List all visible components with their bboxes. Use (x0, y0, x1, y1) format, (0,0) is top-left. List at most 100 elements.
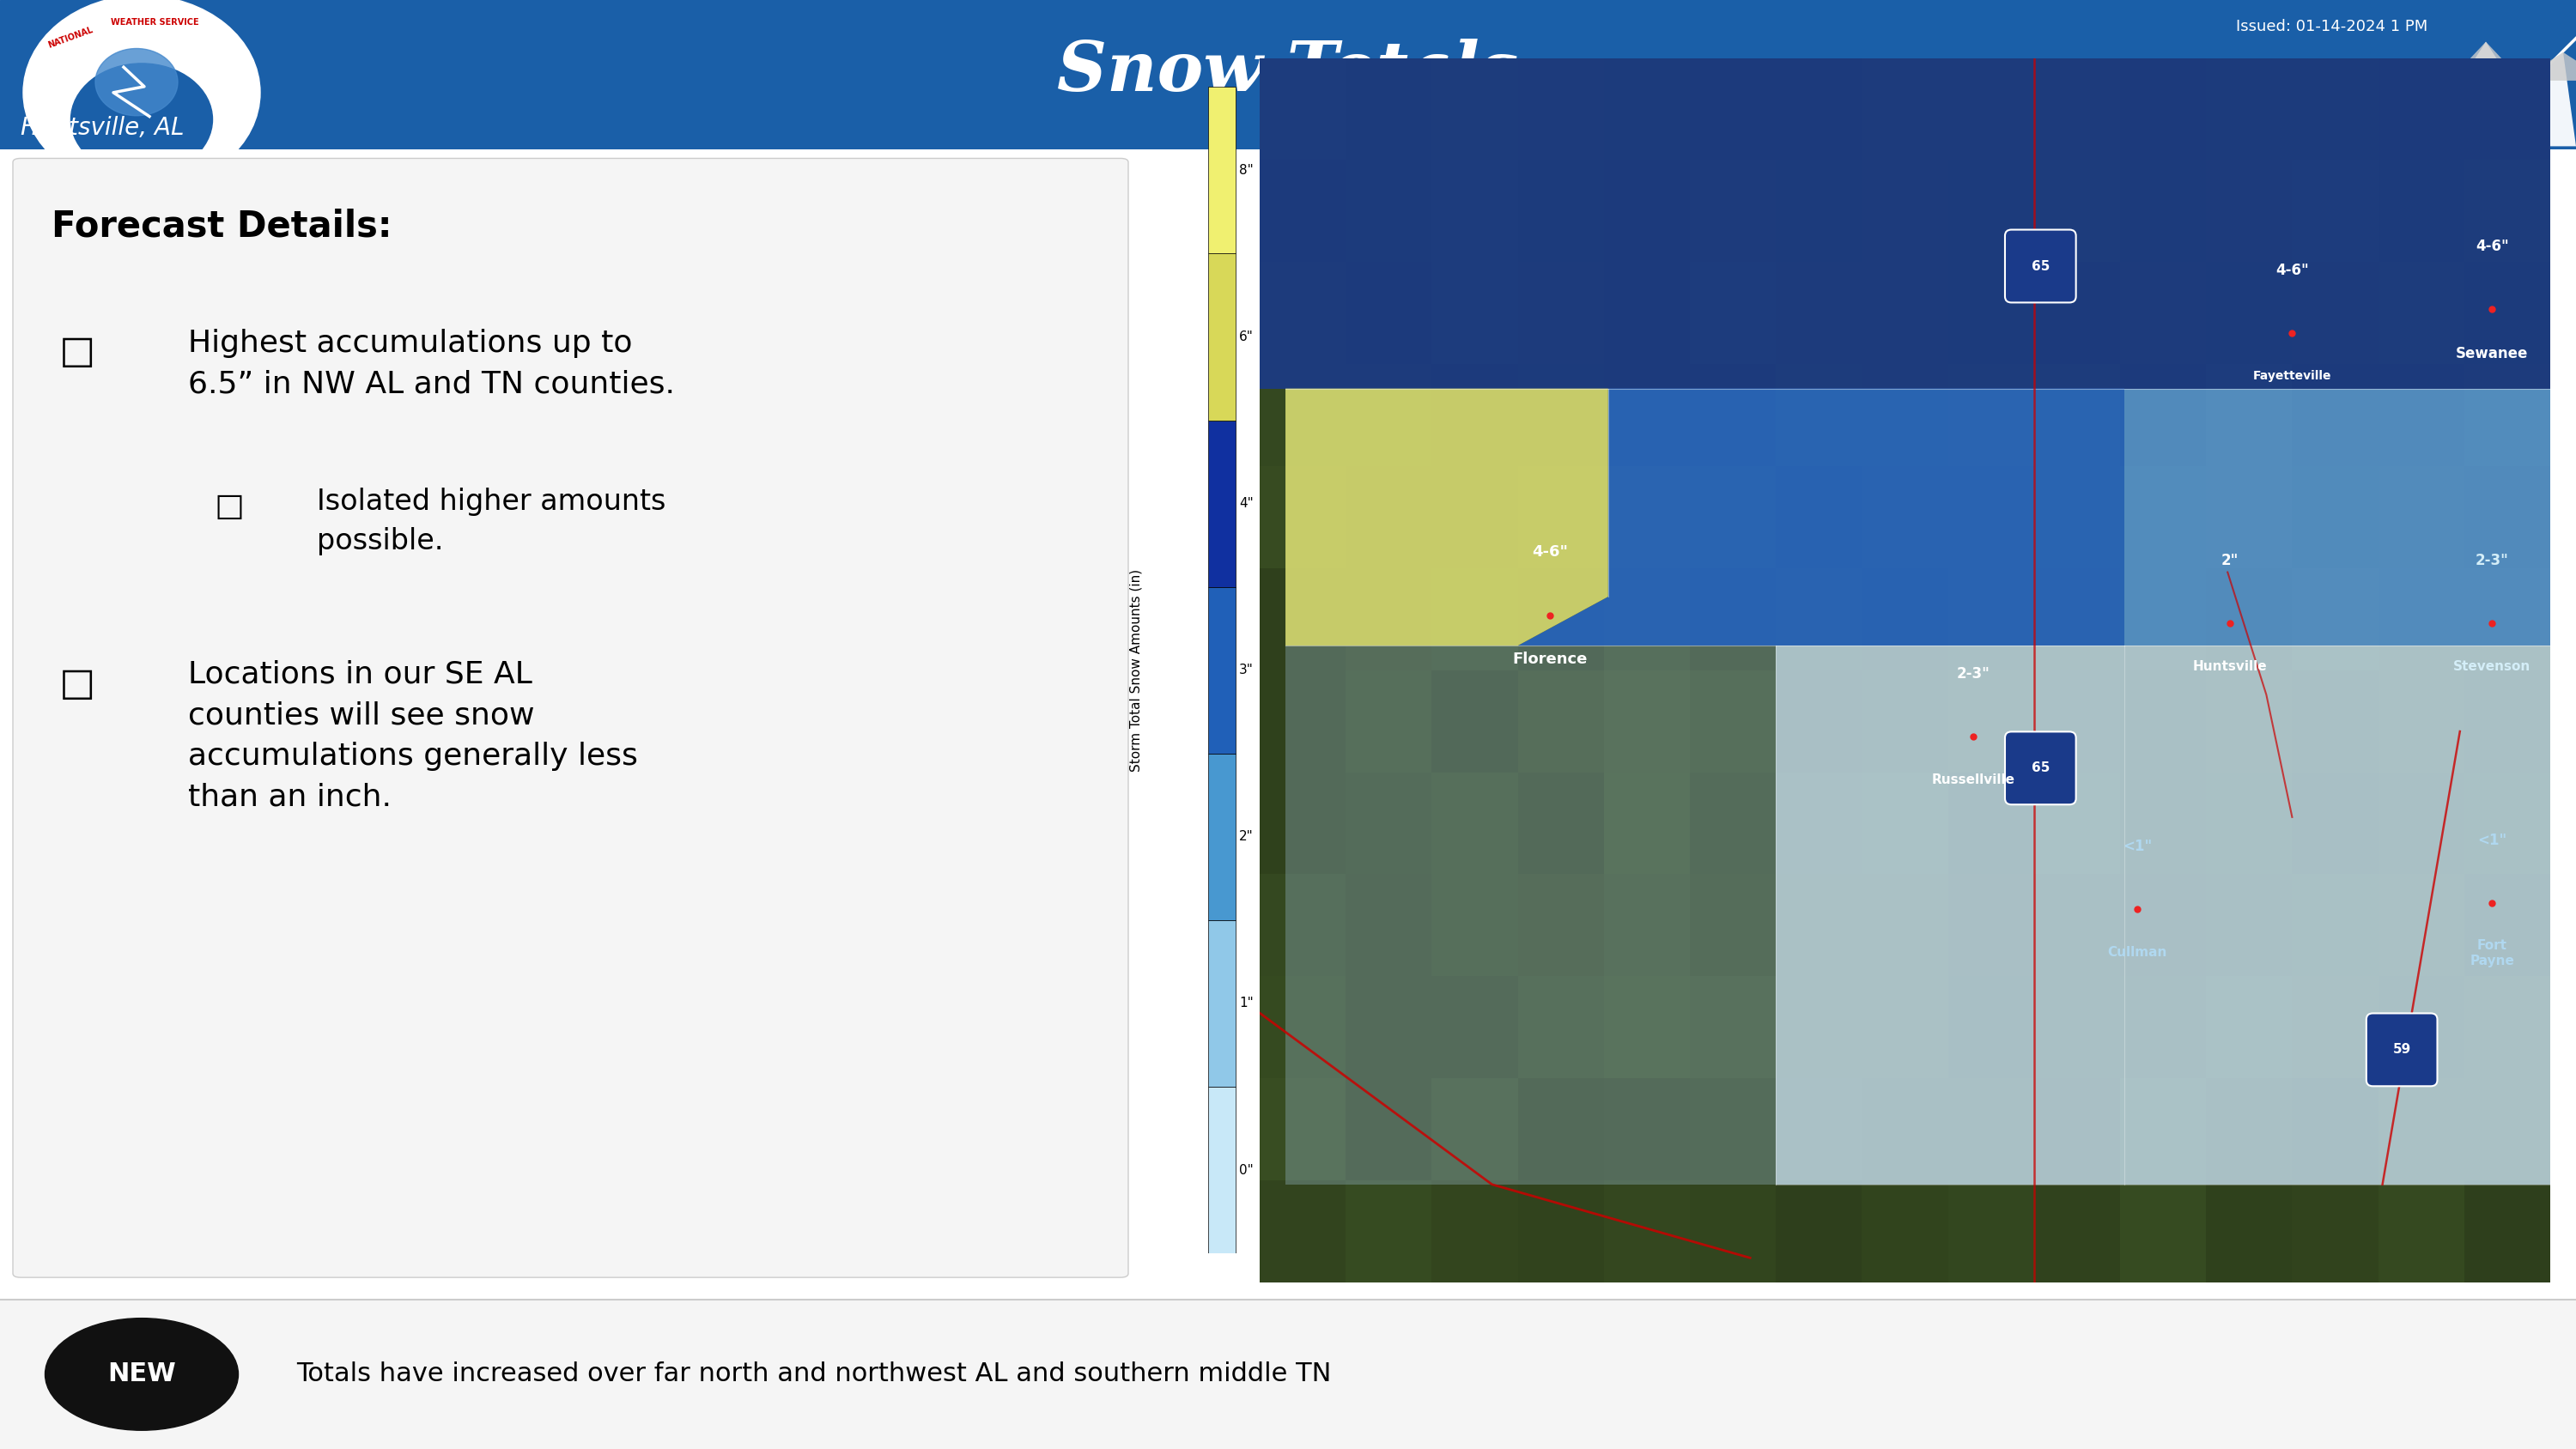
Bar (1260, 669, 1345, 772)
Bar (2205, 1181, 2293, 1282)
Bar (2035, 1078, 2120, 1181)
Bar (1432, 1181, 1517, 1282)
Bar (2205, 467, 2293, 568)
Bar (1345, 467, 1432, 568)
Bar (1862, 1181, 1947, 1282)
Bar (1432, 262, 1517, 364)
Bar (2120, 772, 2205, 874)
Bar (1260, 568, 1345, 669)
Bar (2293, 467, 2378, 568)
Bar (1432, 1078, 1517, 1181)
Bar (1862, 467, 1947, 568)
Bar (1208, 587, 1236, 753)
Bar (1345, 364, 1432, 467)
Bar (1260, 977, 1345, 1078)
Bar (1775, 1181, 1862, 1282)
Bar (1345, 1078, 1432, 1181)
Text: 4-6": 4-6" (2476, 239, 2509, 254)
Bar (1260, 1181, 1345, 1282)
Bar (2378, 364, 2465, 467)
Bar (2120, 262, 2205, 364)
Bar (1605, 1078, 1690, 1181)
Bar (1690, 874, 1775, 977)
Text: ☐: ☐ (59, 338, 95, 377)
Bar (1517, 159, 1605, 262)
Bar (2205, 159, 2293, 262)
Bar (1345, 568, 1432, 669)
Text: Fayetteville: Fayetteville (2254, 369, 2331, 383)
Bar (1862, 874, 1947, 977)
Bar (1260, 159, 1345, 262)
Bar (2293, 1078, 2378, 1181)
Bar (1775, 772, 1862, 874)
Bar (2293, 977, 2378, 1078)
Bar (2205, 568, 2293, 669)
Bar (2205, 977, 2293, 1078)
Text: ☐: ☐ (214, 494, 245, 526)
Text: Sewanee: Sewanee (2455, 346, 2530, 361)
Bar (1947, 772, 2035, 874)
Bar (1775, 467, 1862, 568)
Bar (2035, 977, 2120, 1078)
Bar (1690, 58, 1775, 159)
Bar (1862, 568, 1947, 669)
Polygon shape (1775, 646, 2550, 1184)
Bar (2378, 977, 2465, 1078)
Text: <1": <1" (2478, 832, 2506, 848)
Bar (2465, 772, 2550, 874)
Text: Locations in our SE AL
counties will see snow
accumulations generally less
than : Locations in our SE AL counties will see… (188, 661, 639, 811)
Bar (2120, 977, 2205, 1078)
Bar (1947, 364, 2035, 467)
Bar (1947, 1078, 2035, 1181)
Ellipse shape (44, 1319, 237, 1430)
Bar (2205, 669, 2293, 772)
Bar (2378, 669, 2465, 772)
Bar (1690, 1181, 1775, 1282)
Bar (1345, 58, 1432, 159)
Text: weather.gov/hun: weather.gov/hun (2236, 104, 2365, 120)
Bar (1208, 920, 1236, 1087)
Bar (1862, 1078, 1947, 1181)
Bar (1517, 568, 1605, 669)
Bar (1517, 262, 1605, 364)
Bar (1260, 874, 1345, 977)
Bar (1862, 364, 1947, 467)
FancyBboxPatch shape (2367, 1013, 2437, 1087)
Bar (2205, 58, 2293, 159)
Bar (1947, 669, 2035, 772)
Bar (2378, 1078, 2465, 1181)
Bar (1260, 772, 1345, 874)
Bar (2465, 467, 2550, 568)
Bar (1690, 568, 1775, 669)
Text: Storm Total Snow Amounts (in): Storm Total Snow Amounts (in) (1128, 569, 1141, 771)
Bar (2465, 669, 2550, 772)
Bar (1947, 874, 2035, 977)
Bar (2035, 159, 2120, 262)
Bar (1947, 467, 2035, 568)
Text: Stevenson: Stevenson (2452, 661, 2530, 674)
Ellipse shape (72, 64, 211, 175)
Bar (1432, 364, 1517, 467)
Bar (2035, 874, 2120, 977)
Bar (1775, 568, 1862, 669)
Bar (1432, 568, 1517, 669)
Bar (1432, 467, 1517, 568)
Text: 4": 4" (1239, 497, 1255, 510)
Bar (2120, 669, 2205, 772)
Bar (1690, 262, 1775, 364)
Bar (1345, 772, 1432, 874)
Bar (1432, 772, 1517, 874)
Bar (2465, 262, 2550, 364)
Bar (1345, 1181, 1432, 1282)
Bar (1605, 568, 1690, 669)
Text: @NWSHuntsville: @NWSHuntsville (2236, 64, 2365, 80)
Bar (1432, 159, 1517, 262)
Bar (1690, 977, 1775, 1078)
Polygon shape (2519, 52, 2576, 81)
Text: Cullman: Cullman (2107, 946, 2166, 959)
Bar (2035, 772, 2120, 874)
Bar (1208, 420, 1236, 587)
Text: 3": 3" (1239, 664, 1255, 677)
Text: 2-3": 2-3" (2476, 554, 2509, 568)
Bar (2378, 772, 2465, 874)
